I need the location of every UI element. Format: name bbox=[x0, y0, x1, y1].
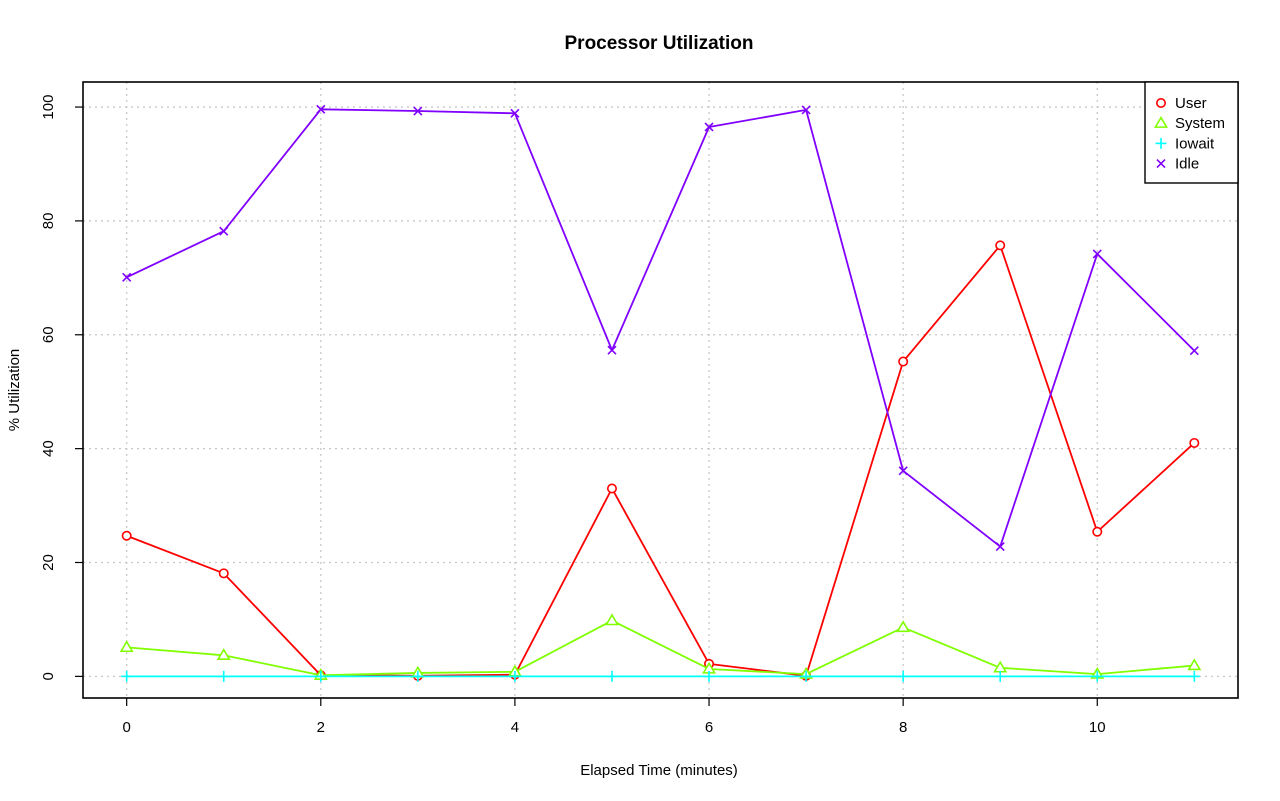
x-tick-label: 2 bbox=[317, 719, 325, 736]
legend-label-system: System bbox=[1175, 115, 1225, 132]
data-point-iowait bbox=[703, 670, 715, 682]
data-point-idle bbox=[1189, 346, 1199, 356]
series-user bbox=[121, 240, 1200, 681]
legend-item-idle: Idle bbox=[1156, 156, 1199, 173]
data-point-iowait bbox=[315, 670, 327, 682]
y-tick-label: 40 bbox=[40, 440, 57, 457]
series-lines bbox=[119, 104, 1202, 682]
data-point-user bbox=[1189, 437, 1200, 448]
data-point-user bbox=[898, 356, 909, 367]
y-axis-label: % Utilization bbox=[6, 349, 23, 432]
y-tick-label: 20 bbox=[40, 554, 57, 571]
x-tick-label: 0 bbox=[123, 719, 131, 736]
data-point-system bbox=[604, 613, 619, 626]
data-point-idle bbox=[316, 104, 326, 114]
data-point-user bbox=[121, 530, 132, 541]
data-point-iowait bbox=[606, 670, 618, 682]
series-iowait bbox=[121, 670, 1200, 682]
series-line-system bbox=[126, 619, 1195, 677]
y-tick-label: 60 bbox=[40, 326, 57, 343]
data-point-user bbox=[218, 568, 229, 579]
legend-marker-iowait bbox=[1155, 137, 1167, 149]
data-point-iowait bbox=[1091, 670, 1103, 682]
data-point-iowait bbox=[897, 670, 909, 682]
chart-title: Processor Utilization bbox=[565, 33, 754, 54]
data-point-idle bbox=[995, 541, 1005, 552]
x-tick-label: 10 bbox=[1089, 719, 1106, 736]
data-point-idle bbox=[219, 226, 229, 236]
data-point-user bbox=[1092, 526, 1103, 537]
grid-lines bbox=[83, 82, 1238, 698]
series-system bbox=[119, 613, 1202, 680]
legend-label-idle: Idle bbox=[1175, 156, 1199, 173]
data-point-system bbox=[1187, 658, 1202, 671]
data-point-system bbox=[896, 620, 911, 633]
x-axis-label: Elapsed Time (minutes) bbox=[580, 762, 738, 779]
legend-label-user: User bbox=[1175, 95, 1207, 112]
legend-item-user: User bbox=[1156, 95, 1207, 112]
data-point-iowait bbox=[509, 670, 521, 682]
series-idle bbox=[122, 104, 1199, 552]
legend-marker-user bbox=[1156, 98, 1167, 109]
data-point-idle bbox=[801, 105, 811, 115]
series-line-idle bbox=[126, 108, 1195, 548]
plot-frame bbox=[82, 81, 1239, 699]
legend-label-iowait: Iowait bbox=[1175, 135, 1215, 152]
x-tick-label: 4 bbox=[511, 719, 519, 736]
y-tick-label: 100 bbox=[40, 95, 57, 120]
data-point-user bbox=[606, 483, 617, 494]
x-tick-label: 8 bbox=[899, 719, 907, 736]
data-point-iowait bbox=[412, 670, 424, 682]
data-point-user bbox=[995, 240, 1006, 251]
y-tick-label: 80 bbox=[40, 213, 57, 230]
data-point-iowait bbox=[800, 670, 812, 682]
data-point-iowait bbox=[994, 670, 1006, 682]
data-point-idle bbox=[607, 345, 617, 355]
data-point-idle bbox=[122, 272, 132, 282]
series-line-user bbox=[126, 244, 1195, 677]
legend-item-system: System bbox=[1154, 115, 1225, 132]
data-point-iowait bbox=[218, 670, 230, 682]
legend-marker-idle bbox=[1156, 159, 1166, 169]
legend: User System Iowait Idle bbox=[1144, 81, 1239, 184]
data-point-idle bbox=[510, 108, 520, 118]
data-point-idle bbox=[898, 466, 908, 476]
data-point-iowait bbox=[121, 670, 133, 682]
data-point-idle bbox=[1092, 249, 1102, 259]
data-point-idle bbox=[704, 122, 714, 132]
data-point-iowait bbox=[1188, 670, 1200, 682]
y-tick-label: 0 bbox=[40, 672, 57, 680]
legend-marker-system bbox=[1154, 116, 1168, 128]
data-point-idle bbox=[413, 106, 423, 116]
legend-item-iowait: Iowait bbox=[1155, 135, 1215, 152]
data-point-system bbox=[216, 648, 231, 661]
data-point-system bbox=[119, 640, 134, 653]
x-tick-label: 6 bbox=[705, 719, 713, 736]
